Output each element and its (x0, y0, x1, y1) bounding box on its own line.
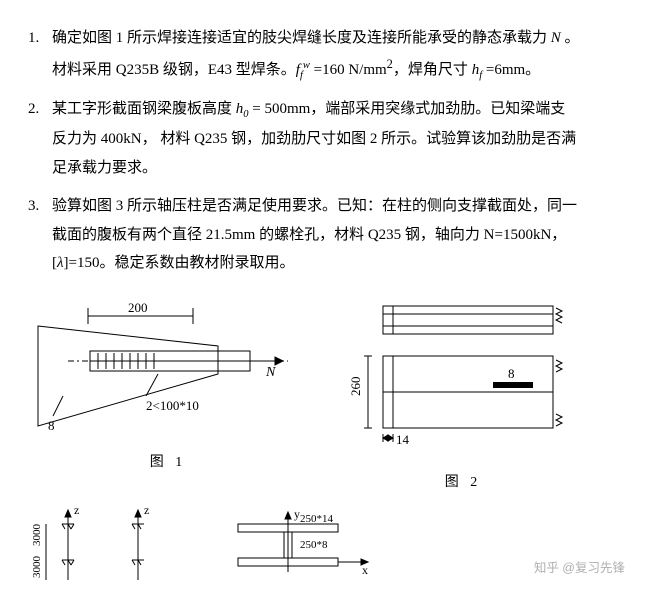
svg-text:14: 14 (396, 432, 410, 447)
figure-2: 8 260 14 图 2 (338, 296, 588, 497)
figures-row-1: 200 N 2<100*10 (28, 296, 625, 497)
problem-2-line-2: 反力为 400kN， 材料 Q235 钢，加劲肋尺寸如图 2 所示。试验算该加劲… (28, 125, 625, 154)
problem-3-line-2: 截面的腹板有两个直径 21.5mm 的螺栓孔，材料 Q235 钢，轴向力 N=1… (28, 221, 625, 250)
svg-text:250*8: 250*8 (300, 539, 328, 551)
figure-1-svg: 200 N 2<100*10 (28, 296, 308, 446)
svg-text:x: x (362, 563, 368, 577)
problem-2-num: 2. (28, 95, 52, 124)
svg-text:8: 8 (508, 366, 515, 381)
svg-text:z: z (144, 503, 149, 517)
figure-3: z 3000 3000 z (28, 500, 388, 580)
problem-3: 3.验算如图 3 所示轴压柱是否满足使用要求。已知：在柱的侧向支撑截面处，同一 … (28, 192, 625, 278)
problem-2-line-3: 足承载力要求。 (28, 154, 625, 183)
figure-2-label: 图 2 (338, 470, 588, 497)
problem-1-line-1: 1.确定如图 1 所示焊接连接适宜的肢尖焊缝长度及连接所能承受的静态承载力 N … (28, 24, 625, 53)
figure-1-label: 图 1 (28, 450, 308, 477)
problem-3-line-3: [λ]=150。稳定系数由教材附录取用。 (28, 249, 625, 278)
problem-2-body-1: 某工字形截面钢梁腹板高度 h0 = 500mm，端部采用突缘式加劲肋。已知梁端支 (52, 101, 565, 117)
problem-1-num: 1. (28, 24, 52, 53)
problem-3-body-1: 验算如图 3 所示轴压柱是否满足使用要求。已知：在柱的侧向支撑截面处，同一 (52, 198, 577, 214)
problem-1-body-1: 确定如图 1 所示焊接连接适宜的肢尖焊缝长度及连接所能承受的静态承载力 N 。 (52, 30, 580, 46)
svg-text:z: z (74, 503, 79, 517)
svg-text:2<100*10: 2<100*10 (146, 398, 199, 413)
svg-text:260: 260 (348, 376, 363, 396)
svg-text:8: 8 (48, 418, 55, 433)
problem-1: 1.确定如图 1 所示焊接连接适宜的肢尖焊缝长度及连接所能承受的静态承载力 N … (28, 24, 625, 85)
watermark: 知乎 @复习先锋 (534, 557, 625, 581)
svg-text:3000: 3000 (31, 524, 43, 547)
svg-text:N: N (265, 365, 276, 380)
problem-list: 1.确定如图 1 所示焊接连接适宜的肢尖焊缝长度及连接所能承受的静态承载力 N … (28, 24, 625, 278)
figure-2-svg: 8 260 14 (338, 296, 588, 466)
svg-text:3000: 3000 (31, 556, 43, 579)
svg-text:200: 200 (128, 300, 148, 315)
svg-text:250*14: 250*14 (300, 513, 334, 525)
problem-3-num: 3. (28, 192, 52, 221)
problem-1-line-2: 材料采用 Q235B 级钢，E43 型焊条。ffw =160 N/mm2，焊角尺… (28, 53, 625, 86)
figure-3-svg: z 3000 3000 z (28, 500, 388, 580)
figure-1: 200 N 2<100*10 (28, 296, 308, 477)
problem-2: 2.某工字形截面钢梁腹板高度 h0 = 500mm，端部采用突缘式加劲肋。已知梁… (28, 95, 625, 182)
problem-3-line-1: 3.验算如图 3 所示轴压柱是否满足使用要求。已知：在柱的侧向支撑截面处，同一 (28, 192, 625, 221)
problem-2-line-1: 2.某工字形截面钢梁腹板高度 h0 = 500mm，端部采用突缘式加劲肋。已知梁… (28, 95, 625, 125)
